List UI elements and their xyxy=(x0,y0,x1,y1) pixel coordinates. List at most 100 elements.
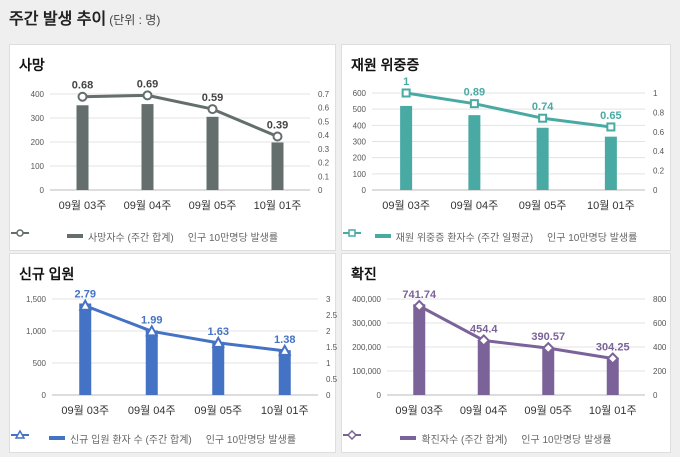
right-axis-tick-label: 0.5 xyxy=(326,375,337,384)
right-axis-tick-label: 800 xyxy=(653,295,667,304)
x-axis-tick-label: 09월 04주 xyxy=(460,404,508,417)
x-axis-tick-label: 09월 03주 xyxy=(59,199,107,212)
data-label: 0.74 xyxy=(532,101,554,113)
page-title-text: 주간 발생 추이 xyxy=(9,11,107,28)
series-line xyxy=(405,91,612,129)
data-label: 0.89 xyxy=(464,87,485,99)
x-axis-tick-label: 09월 05주 xyxy=(524,404,572,417)
right-axis-tick-label: 0 xyxy=(653,391,658,400)
right-axis-tick-label: 0.8 xyxy=(653,108,665,117)
left-axis-tick-label: 0 xyxy=(42,391,47,400)
legend-swatch-bar xyxy=(66,234,83,238)
left-axis-tick-label: 100,000 xyxy=(352,367,381,376)
data-label: 0.69 xyxy=(137,78,158,90)
bar xyxy=(542,347,555,395)
left-axis-tick-label: 500 xyxy=(353,105,367,114)
legend-item-admissions-line: 인구 10만명당 발생률 xyxy=(11,430,297,446)
bar xyxy=(400,105,413,190)
bar xyxy=(606,357,619,395)
legend-label-bar: 신규 입원 환자 수 (주간 합계) xyxy=(69,434,192,446)
line-point xyxy=(78,298,92,311)
line-point xyxy=(606,122,616,132)
legend-label-line: 인구 10만명당 발생률 xyxy=(547,232,638,244)
left-axis-tick-label: 300 xyxy=(31,114,45,123)
legend-label-line: 인구 10만명당 발생률 xyxy=(521,434,612,446)
bar xyxy=(76,105,89,190)
chart-title-deaths: 사망 xyxy=(19,57,45,73)
right-axis-tick-label: 1.5 xyxy=(326,343,337,352)
right-axis-tick-label: 0.2 xyxy=(318,159,330,168)
right-axis-tick-label: 0 xyxy=(318,186,323,195)
series-line xyxy=(84,304,285,353)
bar xyxy=(212,341,225,395)
legend-label-line: 인구 10만명당 발생률 xyxy=(205,434,297,446)
legend-item-admissions-bar: 신규 입원 환자 수 (주간 합계) xyxy=(48,431,192,446)
line-point xyxy=(207,104,218,115)
bar xyxy=(413,304,426,395)
line-point xyxy=(401,88,411,98)
left-axis-tick-label: 200 xyxy=(31,138,45,147)
legend-label-bar: 사망자수 (주간 합계) xyxy=(87,232,174,244)
bar xyxy=(278,350,291,395)
x-axis-tick-label: 10월 01주 xyxy=(261,404,309,417)
chart-plot-confirmed: 0 100,000 200,000 300,000 400,000 0 200 400 600 8… xyxy=(352,289,667,417)
bar xyxy=(145,330,158,395)
line-point xyxy=(142,90,153,101)
line-point xyxy=(469,99,479,109)
left-axis-tick-label: 0 xyxy=(40,186,45,195)
legend-label-line: 인구 10만명당 발생률 xyxy=(187,232,279,244)
right-axis-tick-label: 0.6 xyxy=(653,128,665,137)
data-label: 1.38 xyxy=(274,334,295,346)
legend-deaths: 사망자수 (주간 합계) 인구 10만명당 발생률 xyxy=(10,228,335,244)
right-axis-tick-label: 0 xyxy=(653,186,658,195)
chart-panel-severe: 재원 위중증 0 100 200 300 400 500 600 0 0.2 0.4 0.6 0.8 1… xyxy=(341,44,671,251)
x-axis-tick-label: 10월 01주 xyxy=(587,199,635,212)
legend-item-confirmed-line: 인구 10만명당 발생률 xyxy=(343,430,612,446)
legend-swatch-line xyxy=(11,430,29,439)
right-axis-tick-label: 2 xyxy=(326,327,331,336)
legend-label-bar: 재원 위중증 환자수 (주간 일평균) xyxy=(395,232,534,244)
x-axis-tick-label: 10월 01주 xyxy=(254,199,302,212)
data-label: 1 xyxy=(403,76,409,88)
legend-admissions: 신규 입원 환자 수 (주간 합계) 인구 10만명당 발생률 xyxy=(10,430,335,446)
x-axis-tick-label: 09월 04주 xyxy=(450,199,498,212)
bar xyxy=(141,104,154,190)
right-axis-tick-label: 0.4 xyxy=(653,147,665,156)
bar xyxy=(536,127,549,190)
line-point xyxy=(211,335,225,348)
line-point xyxy=(477,334,491,347)
data-label: 0.68 xyxy=(72,80,93,92)
line-point xyxy=(145,324,159,337)
right-axis-tick-label: 400 xyxy=(653,343,667,352)
left-axis-tick-label: 200,000 xyxy=(352,343,381,352)
legend-item-severe-line: 인구 10만명당 발생률 xyxy=(343,229,638,244)
legend-swatch-bar xyxy=(48,436,65,440)
legend-swatch-bar xyxy=(400,436,417,440)
left-axis-tick-label: 1,500 xyxy=(26,295,47,304)
left-axis-tick-label: 100 xyxy=(31,162,45,171)
page-title: 주간 발생 추이 (단위 : 명) xyxy=(9,8,160,32)
x-axis-tick-label: 10월 01주 xyxy=(589,404,637,417)
data-label: 454.4 xyxy=(470,323,498,335)
data-label: 1.99 xyxy=(141,314,162,326)
chart-plot-deaths: 0 100 200 300 400 0 0.1 0.2 0.3 0.4 0.5 0.6 0.7 09월 0… xyxy=(31,78,330,212)
line-point xyxy=(606,352,620,365)
chart-panel-deaths: 사망 0 100 200 300 400 0 0.1 0.2 0.3 0.4 0.5 0.6 0.7 09… xyxy=(9,44,336,251)
left-axis-tick-label: 0 xyxy=(377,391,382,400)
right-axis-tick-label: 0.6 xyxy=(318,104,330,113)
legend-item-severe-bar: 재원 위중증 환자수 (주간 일평균) xyxy=(374,229,534,244)
right-axis-tick-label: 0 xyxy=(326,391,331,400)
legend-swatch-line xyxy=(343,229,361,237)
x-axis-tick-label: 09월 05주 xyxy=(189,199,237,212)
right-axis-tick-label: 600 xyxy=(653,319,667,328)
right-axis-tick-label: 200 xyxy=(653,367,667,376)
series-line xyxy=(82,93,279,138)
left-axis-tick-label: 400 xyxy=(31,90,45,99)
chart-panel-admissions: 신규 입원 0 500 1,000 1,500 0 0.5 1 1.5 2 2.5 3 09월 03주… xyxy=(9,253,337,453)
line-point xyxy=(538,113,548,123)
legend-swatch-line xyxy=(343,430,361,440)
line-point xyxy=(77,91,88,102)
left-axis-tick-label: 300 xyxy=(353,138,367,147)
bar xyxy=(477,339,490,395)
left-axis-tick-label: 200 xyxy=(353,154,367,163)
